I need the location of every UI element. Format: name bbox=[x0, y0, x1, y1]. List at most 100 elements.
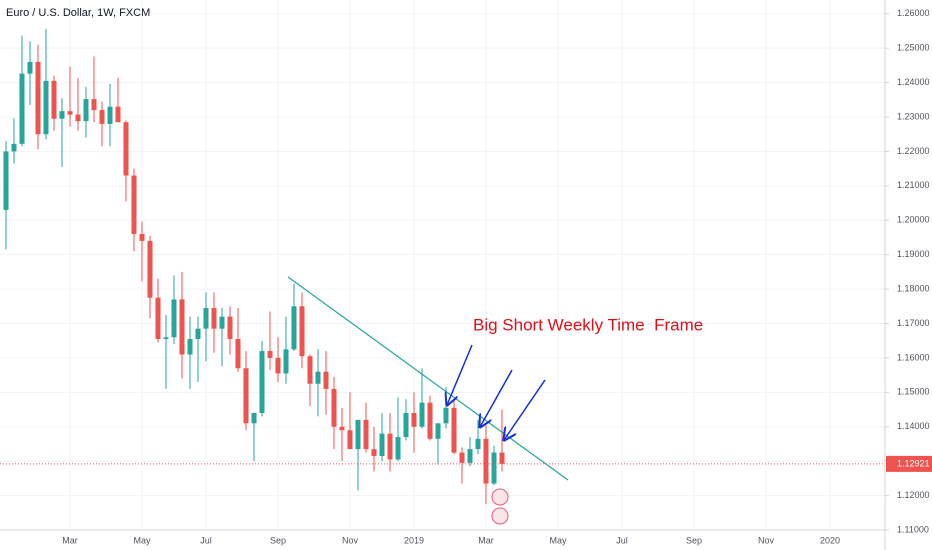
candle-body bbox=[251, 412, 257, 424]
y-tick-label: 1.26000 bbox=[897, 8, 930, 18]
y-tick-label: 1.21000 bbox=[897, 180, 930, 190]
candle-body bbox=[163, 337, 169, 339]
candle-body bbox=[283, 349, 289, 374]
arrow bbox=[480, 369, 513, 427]
candle-body bbox=[483, 438, 489, 484]
candle-body bbox=[475, 438, 481, 450]
candle-body bbox=[155, 297, 161, 339]
x-tick-label: Mar bbox=[478, 535, 494, 545]
y-tick-label: 1.20000 bbox=[897, 215, 930, 225]
candle-body bbox=[395, 437, 401, 460]
candle-body bbox=[131, 175, 137, 235]
candle-body bbox=[411, 412, 417, 427]
x-tick-label: May bbox=[549, 535, 567, 545]
candle-body bbox=[211, 308, 217, 329]
candle-body bbox=[75, 114, 81, 122]
x-tick-label: Sep bbox=[686, 535, 702, 545]
x-tick-label: Sep bbox=[270, 535, 286, 545]
chart-title: Euro / U.S. Dollar, 1W, FXCM bbox=[6, 7, 150, 19]
last-price-label: 1.12921 bbox=[897, 458, 930, 468]
candle-body bbox=[467, 449, 473, 463]
x-tick-label: Jul bbox=[200, 535, 212, 545]
candle-body bbox=[267, 351, 273, 358]
x-tick-label: Mar bbox=[62, 535, 78, 545]
candle-body bbox=[387, 433, 393, 460]
candle-body bbox=[59, 111, 65, 119]
candle-body bbox=[291, 306, 297, 350]
y-tick-label: 1.11000 bbox=[897, 524, 929, 534]
candle-body bbox=[27, 61, 33, 74]
candle-body bbox=[307, 356, 313, 384]
candle-body bbox=[115, 106, 121, 123]
candle-body bbox=[235, 338, 241, 369]
candle-body bbox=[227, 316, 233, 339]
candle-body bbox=[331, 388, 337, 427]
arrow bbox=[504, 379, 546, 440]
candle-body bbox=[363, 419, 369, 450]
arrow bbox=[447, 344, 473, 405]
candle-body bbox=[43, 80, 49, 135]
candle-body bbox=[187, 338, 193, 355]
candle-body bbox=[91, 99, 97, 111]
y-tick-label: 1.25000 bbox=[897, 43, 930, 53]
candle-body bbox=[355, 419, 361, 450]
x-tick-label: May bbox=[133, 535, 151, 545]
event-icon bbox=[491, 507, 509, 525]
candle-body bbox=[179, 299, 185, 355]
annotation: Big Short Weekly Time Frame bbox=[473, 315, 703, 334]
y-tick-label: 1.22000 bbox=[897, 146, 930, 156]
candles bbox=[3, 28, 505, 505]
candle-body bbox=[99, 110, 105, 124]
x-tick-label: Nov bbox=[758, 535, 775, 545]
y-tick-label: 1.16000 bbox=[897, 352, 930, 362]
trend-line bbox=[287, 276, 569, 481]
candle-body bbox=[3, 151, 9, 210]
candle-body bbox=[451, 407, 457, 453]
y-tick-label: 1.12000 bbox=[897, 490, 930, 500]
candle-body bbox=[11, 143, 17, 152]
y-tick-label: 1.19000 bbox=[897, 249, 930, 259]
candle-body bbox=[499, 452, 505, 464]
candle-body bbox=[51, 80, 57, 119]
candle-body bbox=[195, 328, 201, 339]
candle-body bbox=[339, 426, 345, 431]
candle-body bbox=[243, 368, 249, 424]
candle-body bbox=[427, 402, 433, 439]
candle-body bbox=[139, 234, 145, 241]
y-tick-label: 1.14000 bbox=[897, 421, 930, 431]
candle-body bbox=[435, 423, 441, 439]
y-tick-label: 1.24000 bbox=[897, 77, 930, 87]
candle-body bbox=[67, 111, 73, 115]
y-tick-label: 1.17000 bbox=[897, 318, 930, 328]
candle-body bbox=[275, 357, 281, 374]
candle-body bbox=[35, 61, 41, 135]
grid bbox=[0, 0, 885, 531]
candle-body bbox=[107, 106, 113, 124]
candle-body bbox=[459, 452, 465, 463]
y-tick-label: 1.18000 bbox=[897, 283, 930, 293]
candle-body bbox=[203, 308, 209, 329]
candle-body bbox=[259, 351, 265, 413]
candle-body bbox=[315, 371, 321, 384]
candle-body bbox=[443, 407, 449, 424]
candle-body bbox=[171, 299, 177, 338]
x-tick-label: 2019 bbox=[404, 535, 424, 545]
candle-body bbox=[299, 306, 305, 357]
candle-body bbox=[123, 122, 129, 176]
y-tick-label: 1.23000 bbox=[897, 111, 930, 121]
candle-body bbox=[347, 430, 353, 450]
candle-body bbox=[379, 433, 385, 457]
event-icon bbox=[491, 488, 509, 506]
last-price-box bbox=[886, 455, 932, 472]
x-tick-label: Nov bbox=[342, 535, 359, 545]
candle-body bbox=[323, 371, 329, 389]
x-tick-label: Jul bbox=[616, 535, 628, 545]
x-tick-label: 2020 bbox=[820, 535, 840, 545]
y-tick-label: 1.15000 bbox=[897, 387, 930, 397]
candle-body bbox=[371, 449, 377, 457]
candle-body bbox=[403, 412, 409, 438]
candle-body bbox=[419, 402, 425, 427]
candle-body bbox=[491, 452, 497, 484]
